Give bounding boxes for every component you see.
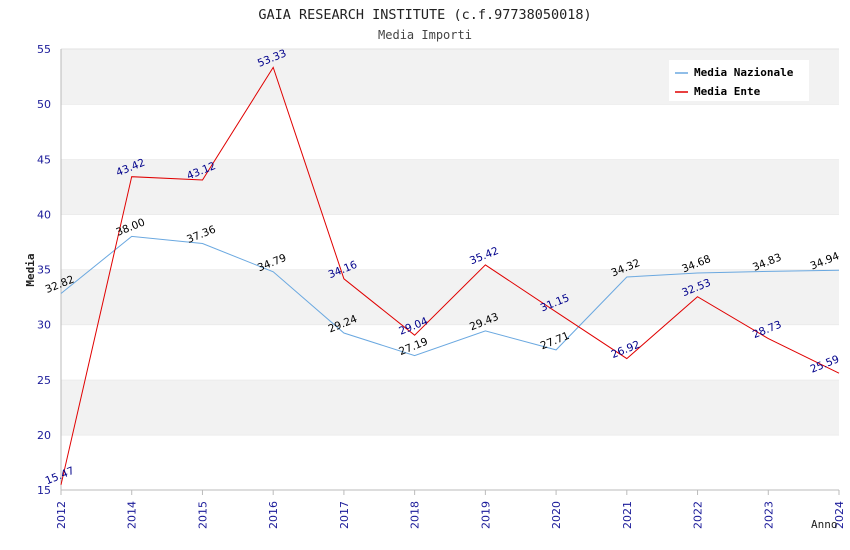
x-tick-label: 2017 [338,501,351,529]
grid-band [61,104,839,160]
grid-band [61,324,839,380]
legend-entry-media-nazionale: Media Nazionale [694,66,794,79]
chart-title: GAIA RESEARCH INSTITUTE (c.f.97738050018… [258,7,591,23]
y-tick-labels: 15 20 25 30 35 40 45 50 55 [37,43,51,497]
y-tick-label: 25 [37,374,51,387]
series-lines [60,66,840,485]
x-tick-label: 2018 [409,501,422,529]
chart-subtitle: Media Importi [378,28,472,42]
y-tick-label: 45 [37,153,51,166]
x-tick-label: 2021 [621,501,634,529]
x-tick-label: 2012 [55,501,68,529]
y-tick-label: 15 [37,484,51,497]
x-axis-label: Anno [811,518,838,531]
grid-bands [61,48,839,490]
x-tick-label: 2015 [196,501,209,529]
legend: Media Nazionale Media Ente [669,60,809,101]
series-line-media-ente [60,66,840,485]
series-line-media-nazionale [60,235,840,357]
x-tick-label: 2023 [762,501,775,529]
x-tick-label: 2016 [267,501,280,529]
grid-band [61,159,839,215]
grid-band [61,379,839,435]
x-tick-label: 2014 [126,501,139,529]
y-tick-label: 20 [37,429,51,442]
y-tick-label: 50 [37,98,51,111]
x-tick-label: 2022 [692,501,705,529]
x-tick-label: 2019 [479,501,492,529]
grid-band [61,434,839,490]
y-tick-label: 40 [37,208,51,221]
y-tick-label: 55 [37,43,51,56]
axes [60,49,840,495]
x-tick-label: 2024 [833,501,846,529]
x-tick-label: 2020 [550,501,563,529]
grid-band [61,214,839,270]
y-tick-label: 35 [37,264,51,277]
y-tick-label: 30 [37,319,51,332]
y-axis-label: Media [24,253,37,286]
legend-entry-media-ente: Media Ente [694,85,761,98]
legend-box [669,60,809,101]
x-tick-labels: 2012 2014 2015 2016 2017 2018 2019 2020 2021 2022… [55,501,846,529]
grid-band [61,269,839,325]
